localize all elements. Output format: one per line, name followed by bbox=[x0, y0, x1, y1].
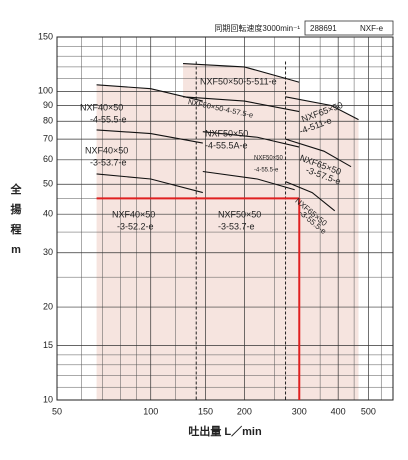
operating-area bbox=[285, 96, 359, 401]
pump-curve bbox=[183, 96, 300, 113]
operating-area bbox=[96, 84, 203, 400]
curve-label: NXF50×50 bbox=[205, 128, 248, 138]
pump-curve bbox=[202, 131, 300, 148]
pump-curve bbox=[285, 138, 352, 168]
y-tick-label: 50 bbox=[43, 179, 53, 189]
x-tick-label: 100 bbox=[143, 406, 158, 416]
curve-label: NXF40×50 bbox=[80, 102, 123, 112]
y-axis-title: 揚 bbox=[11, 202, 22, 216]
y-tick-label: 30 bbox=[43, 247, 53, 257]
pump-curve bbox=[202, 170, 295, 191]
curve-label: -3-53.7-e bbox=[218, 221, 255, 231]
y-axis-title: 程 bbox=[11, 222, 22, 236]
header-code: 288691 bbox=[310, 24, 337, 33]
y-tick-label: 10 bbox=[43, 394, 53, 404]
curve-label: -3-52.2-e bbox=[117, 221, 154, 231]
pump-curve bbox=[96, 129, 203, 144]
y-tick-label: 90 bbox=[43, 100, 53, 110]
curve-label: -3-53.7-e bbox=[90, 157, 127, 167]
x-tick-label: 300 bbox=[292, 406, 307, 416]
x-axis-title: 吐出量 L／min bbox=[188, 424, 262, 438]
plot-frame bbox=[56, 36, 394, 401]
x-tick-label: 150 bbox=[198, 406, 213, 416]
curve-label: NXF40×50 bbox=[85, 145, 128, 155]
pump-curve bbox=[183, 63, 300, 83]
y-axis-title: 全 bbox=[10, 182, 23, 196]
pump-curve bbox=[285, 181, 336, 212]
y-tick-label: 60 bbox=[43, 154, 53, 164]
operating-area bbox=[183, 63, 300, 400]
curve-label: -4-55.5A-e bbox=[205, 140, 248, 150]
curve-label: NXF50×50 bbox=[254, 156, 284, 162]
header-box bbox=[304, 20, 394, 36]
speed-note: 同期回転速度3000min⁻¹ bbox=[214, 23, 300, 33]
y-tick-label: 80 bbox=[43, 116, 53, 126]
x-tick-label: 500 bbox=[361, 406, 376, 416]
y-tick-label: 100 bbox=[38, 86, 53, 96]
y-tick-label: 70 bbox=[43, 134, 53, 144]
y-tick-label: 40 bbox=[43, 209, 53, 219]
x-tick-label: 50 bbox=[52, 406, 62, 416]
y-tick-label: 20 bbox=[43, 301, 53, 311]
y-axis-title: m bbox=[11, 244, 21, 256]
header-model: NXF-e bbox=[360, 24, 384, 33]
x-tick-label: 200 bbox=[237, 406, 252, 416]
curve-label: NXF40×50 bbox=[112, 209, 155, 219]
pump-curve bbox=[96, 173, 203, 194]
curve-label: -4-55.5-e bbox=[90, 114, 127, 124]
x-tick-label: 400 bbox=[331, 406, 346, 416]
curve-label: NXF50×50-5-511-e bbox=[200, 76, 277, 86]
pump-curve bbox=[285, 96, 359, 121]
curve-label: -4-55.5-e bbox=[254, 168, 279, 174]
y-tick-label: 15 bbox=[43, 340, 53, 350]
curve-label: NXF50×50 bbox=[218, 209, 261, 219]
y-tick-label: 150 bbox=[38, 31, 53, 41]
